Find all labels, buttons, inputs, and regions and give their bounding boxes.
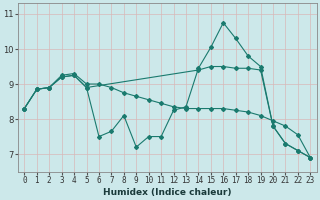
X-axis label: Humidex (Indice chaleur): Humidex (Indice chaleur)	[103, 188, 232, 197]
